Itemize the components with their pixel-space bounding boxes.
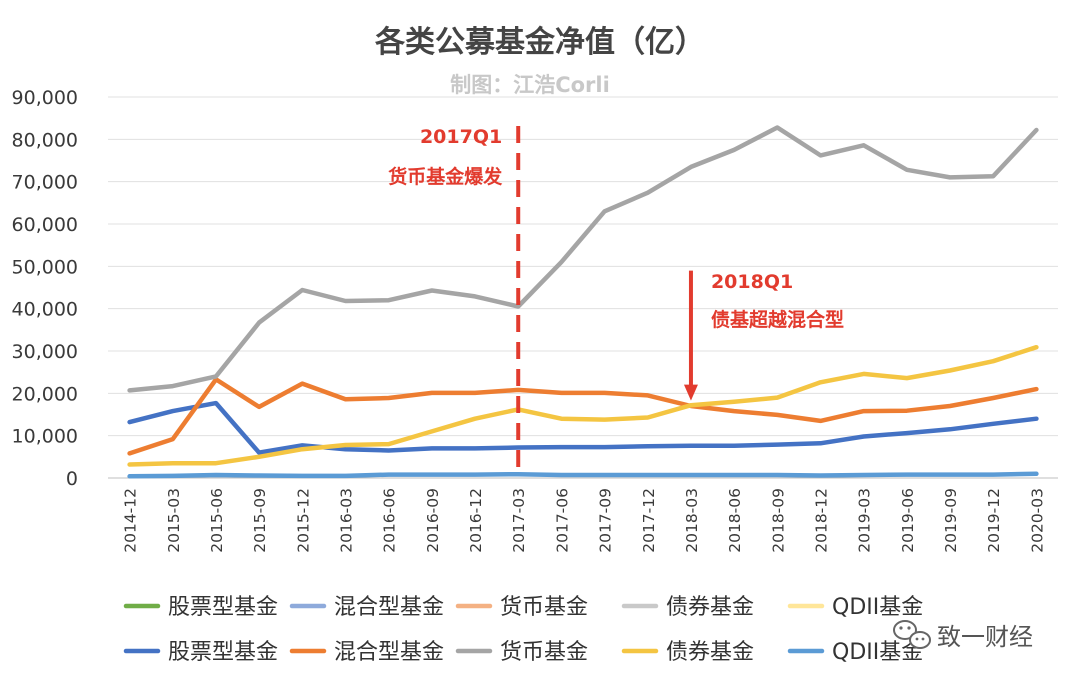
y-tick-label: 10,000: [12, 426, 78, 448]
y-tick-label: 90,000: [12, 87, 78, 109]
annotation-label: 2017Q1: [420, 126, 502, 148]
x-tick-label: 2015-06: [208, 488, 226, 553]
watermark-text: 致一财经: [937, 623, 1033, 651]
x-tick-label: 2019-06: [899, 488, 917, 553]
series-lines: [127, 125, 1039, 479]
x-tick-label: 2019-09: [942, 488, 960, 553]
legend-label: 货币基金: [500, 595, 588, 620]
y-tick-label: 40,000: [12, 299, 78, 321]
y-axis-ticks: 0 10,000 20,000 30,000 40,000 50,000 60,000 70,…: [12, 87, 78, 490]
y-tick-label: 30,000: [12, 341, 78, 363]
series-line: [127, 471, 1039, 479]
legend-label: 股票型基金: [168, 595, 278, 620]
x-tick-label: 2018-09: [769, 488, 787, 553]
watermark: 致一财经: [893, 620, 1033, 651]
series-line: [127, 400, 1039, 455]
annotation-label: 货币基金爆发: [388, 165, 503, 188]
legend-label: 债券基金: [666, 595, 754, 620]
y-tick-label: 60,000: [12, 214, 78, 236]
x-axis-ticks: 2014-12 2015-03 2015-06 2015-09 2015-12 2016-…: [122, 488, 1047, 553]
x-tick-label: 2016-06: [381, 488, 399, 553]
gridlines: [108, 96, 1058, 479]
chart-subtitle: 制图：江浩Corli: [450, 73, 610, 97]
x-tick-label: 2017-06: [553, 488, 571, 553]
x-tick-label: 2018-03: [683, 488, 701, 553]
x-tick-label: 2020-03: [1028, 488, 1046, 553]
x-tick-label: 2015-03: [165, 488, 183, 553]
series-line: [127, 377, 1039, 456]
y-tick-label: 70,000: [12, 172, 78, 194]
annotation-label: 2018Q1: [711, 271, 793, 293]
legend-label: 货币基金: [500, 640, 588, 665]
x-tick-label: 2014-12: [122, 488, 140, 553]
series-line: [127, 125, 1039, 393]
x-tick-label: 2017-03: [510, 488, 528, 553]
legend-label: QDII基金: [832, 595, 923, 620]
x-tick-label: 2017-09: [597, 488, 615, 553]
legend-label: 股票型基金: [168, 640, 278, 665]
x-tick-label: 2016-03: [338, 488, 356, 553]
x-tick-label: 2016-09: [424, 488, 442, 553]
legend-label: 混合型基金: [334, 640, 444, 665]
x-tick-label: 2015-09: [251, 488, 269, 553]
x-tick-label: 2019-12: [985, 488, 1003, 553]
x-tick-label: 2017-12: [640, 488, 658, 553]
x-tick-label: 2016-12: [467, 488, 485, 553]
x-tick-label: 2018-12: [813, 488, 831, 553]
legend-label: 债券基金: [666, 640, 754, 665]
series-line: [127, 344, 1039, 467]
y-tick-label: 50,000: [12, 256, 78, 278]
x-tick-label: 2018-06: [726, 488, 744, 553]
chart-title: 各类公募基金净值（亿）: [374, 25, 705, 60]
annotation-label: 债基超越混合型: [711, 308, 844, 331]
annotation-arrowhead: [683, 384, 698, 401]
legend-label: QDII基金: [832, 640, 923, 665]
x-tick-label: 2015-12: [294, 488, 312, 553]
legend-label: 混合型基金: [334, 595, 444, 620]
y-tick-label: 0: [66, 468, 78, 490]
annotations: 2017Q1 货币基金爆发 2018Q1 债基超越混合型: [388, 126, 844, 476]
y-tick-label: 80,000: [12, 129, 78, 151]
y-tick-label: 20,000: [12, 383, 78, 405]
x-tick-label: 2019-03: [856, 488, 874, 553]
wechat-icon: [893, 620, 931, 649]
